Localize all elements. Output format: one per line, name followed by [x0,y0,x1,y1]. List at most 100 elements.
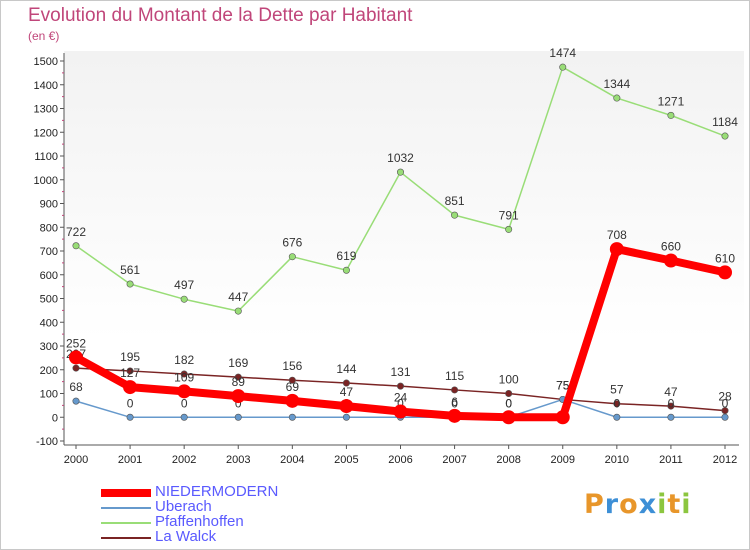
data-point [177,384,192,399]
legend-item-niedermodern: NIEDERMODERN [101,483,361,501]
data-label: 619 [336,249,356,263]
data-label: 109 [174,370,194,384]
data-point [613,94,621,102]
data-label: 252 [66,336,86,350]
data-point [451,386,459,394]
x-tick-label: 2007 [442,454,466,466]
data-point [667,413,675,421]
y-tick-label: 400 [40,317,58,329]
data-point [447,408,462,423]
data-label: 75 [556,378,570,392]
data-label: 47 [664,385,678,399]
data-point [667,111,675,119]
logo-letter: P [584,489,605,520]
data-label: 0 [235,396,242,410]
data-label: 89 [232,375,246,389]
data-label: 182 [174,353,194,367]
data-label: 127 [120,366,140,380]
data-point [501,410,516,425]
data-point [396,382,404,390]
data-label: 28 [718,390,732,404]
data-label: 0 [451,396,458,410]
x-tick-label: 2006 [388,454,412,466]
y-tick-label: -100 [36,436,58,448]
logo-letter: i [681,489,692,520]
data-label: 497 [174,278,194,292]
data-label: 75 [556,378,570,392]
y-tick-label: 900 [40,199,58,211]
data-point [721,413,729,421]
data-point [72,397,80,405]
y-tick-label: 600 [40,270,58,282]
y-tick-label: 1400 [34,80,58,92]
data-point [180,413,188,421]
legend-swatch [101,507,151,509]
data-label: 1032 [387,151,414,165]
data-point [72,242,80,250]
data-label: 47 [340,385,354,399]
x-tick-label: 2012 [713,454,737,466]
y-tick-label: 1300 [34,104,58,116]
y-tick-label: 1000 [34,175,58,187]
legend-item-pfaffenhoffen: Pfaffenhoffen [101,513,361,531]
data-point [123,380,138,395]
data-point [288,413,296,421]
x-tick-label: 2002 [172,454,196,466]
data-point [288,253,296,261]
data-label: 610 [715,251,735,265]
data-label: 791 [499,208,519,222]
data-point [613,400,621,408]
x-tick-label: 2001 [118,454,142,466]
logo-letter: t [667,489,682,520]
proxiti-logo: Proxiti [584,489,692,520]
legend-label: Uberach [155,498,212,515]
data-point [342,413,350,421]
data-label: 24 [394,391,408,405]
data-point [69,350,83,365]
data-point [613,413,621,421]
logo-letter: i [657,489,668,520]
data-point [342,379,350,387]
data-label: 660 [661,240,681,254]
data-point [339,399,354,414]
data-label: 57 [610,383,624,397]
y-tick-label: 200 [40,365,58,377]
data-label: 1344 [603,77,630,91]
data-label: 100 [499,373,519,387]
data-point [721,132,729,140]
x-tick-label: 2004 [280,454,304,466]
data-point [451,211,459,219]
series-line-pfaffenhoffen [75,66,726,312]
data-point [505,225,513,233]
data-label: 851 [445,194,465,208]
data-label: 69 [286,380,300,394]
data-label: 0 [613,396,620,410]
data-point [667,402,675,410]
y-tick-label: 0 [52,412,58,424]
data-point [180,295,188,303]
data-point [231,389,246,404]
legend-swatch [101,489,151,497]
data-point [72,364,80,372]
x-tick-label: 2005 [334,454,358,466]
data-point [234,413,242,421]
data-label: 156 [282,359,302,373]
logo-letter: x [638,489,658,520]
legend-item-la walck: La Walck [101,528,361,546]
y-tick-label: 1100 [34,151,58,163]
data-point [393,404,408,419]
chart-subtitle: (en €) [28,29,60,43]
legend-swatch [101,537,151,539]
legend-item-uberach: Uberach [101,498,361,516]
y-tick-label: 700 [40,246,58,258]
data-label: 68 [69,380,83,394]
data-point [180,370,188,378]
data-label: 169 [228,356,248,370]
data-label: 1271 [658,94,685,108]
data-point [505,389,513,397]
logo-letter: r [604,489,620,520]
data-label: 676 [282,236,302,250]
data-label: 722 [66,225,86,239]
